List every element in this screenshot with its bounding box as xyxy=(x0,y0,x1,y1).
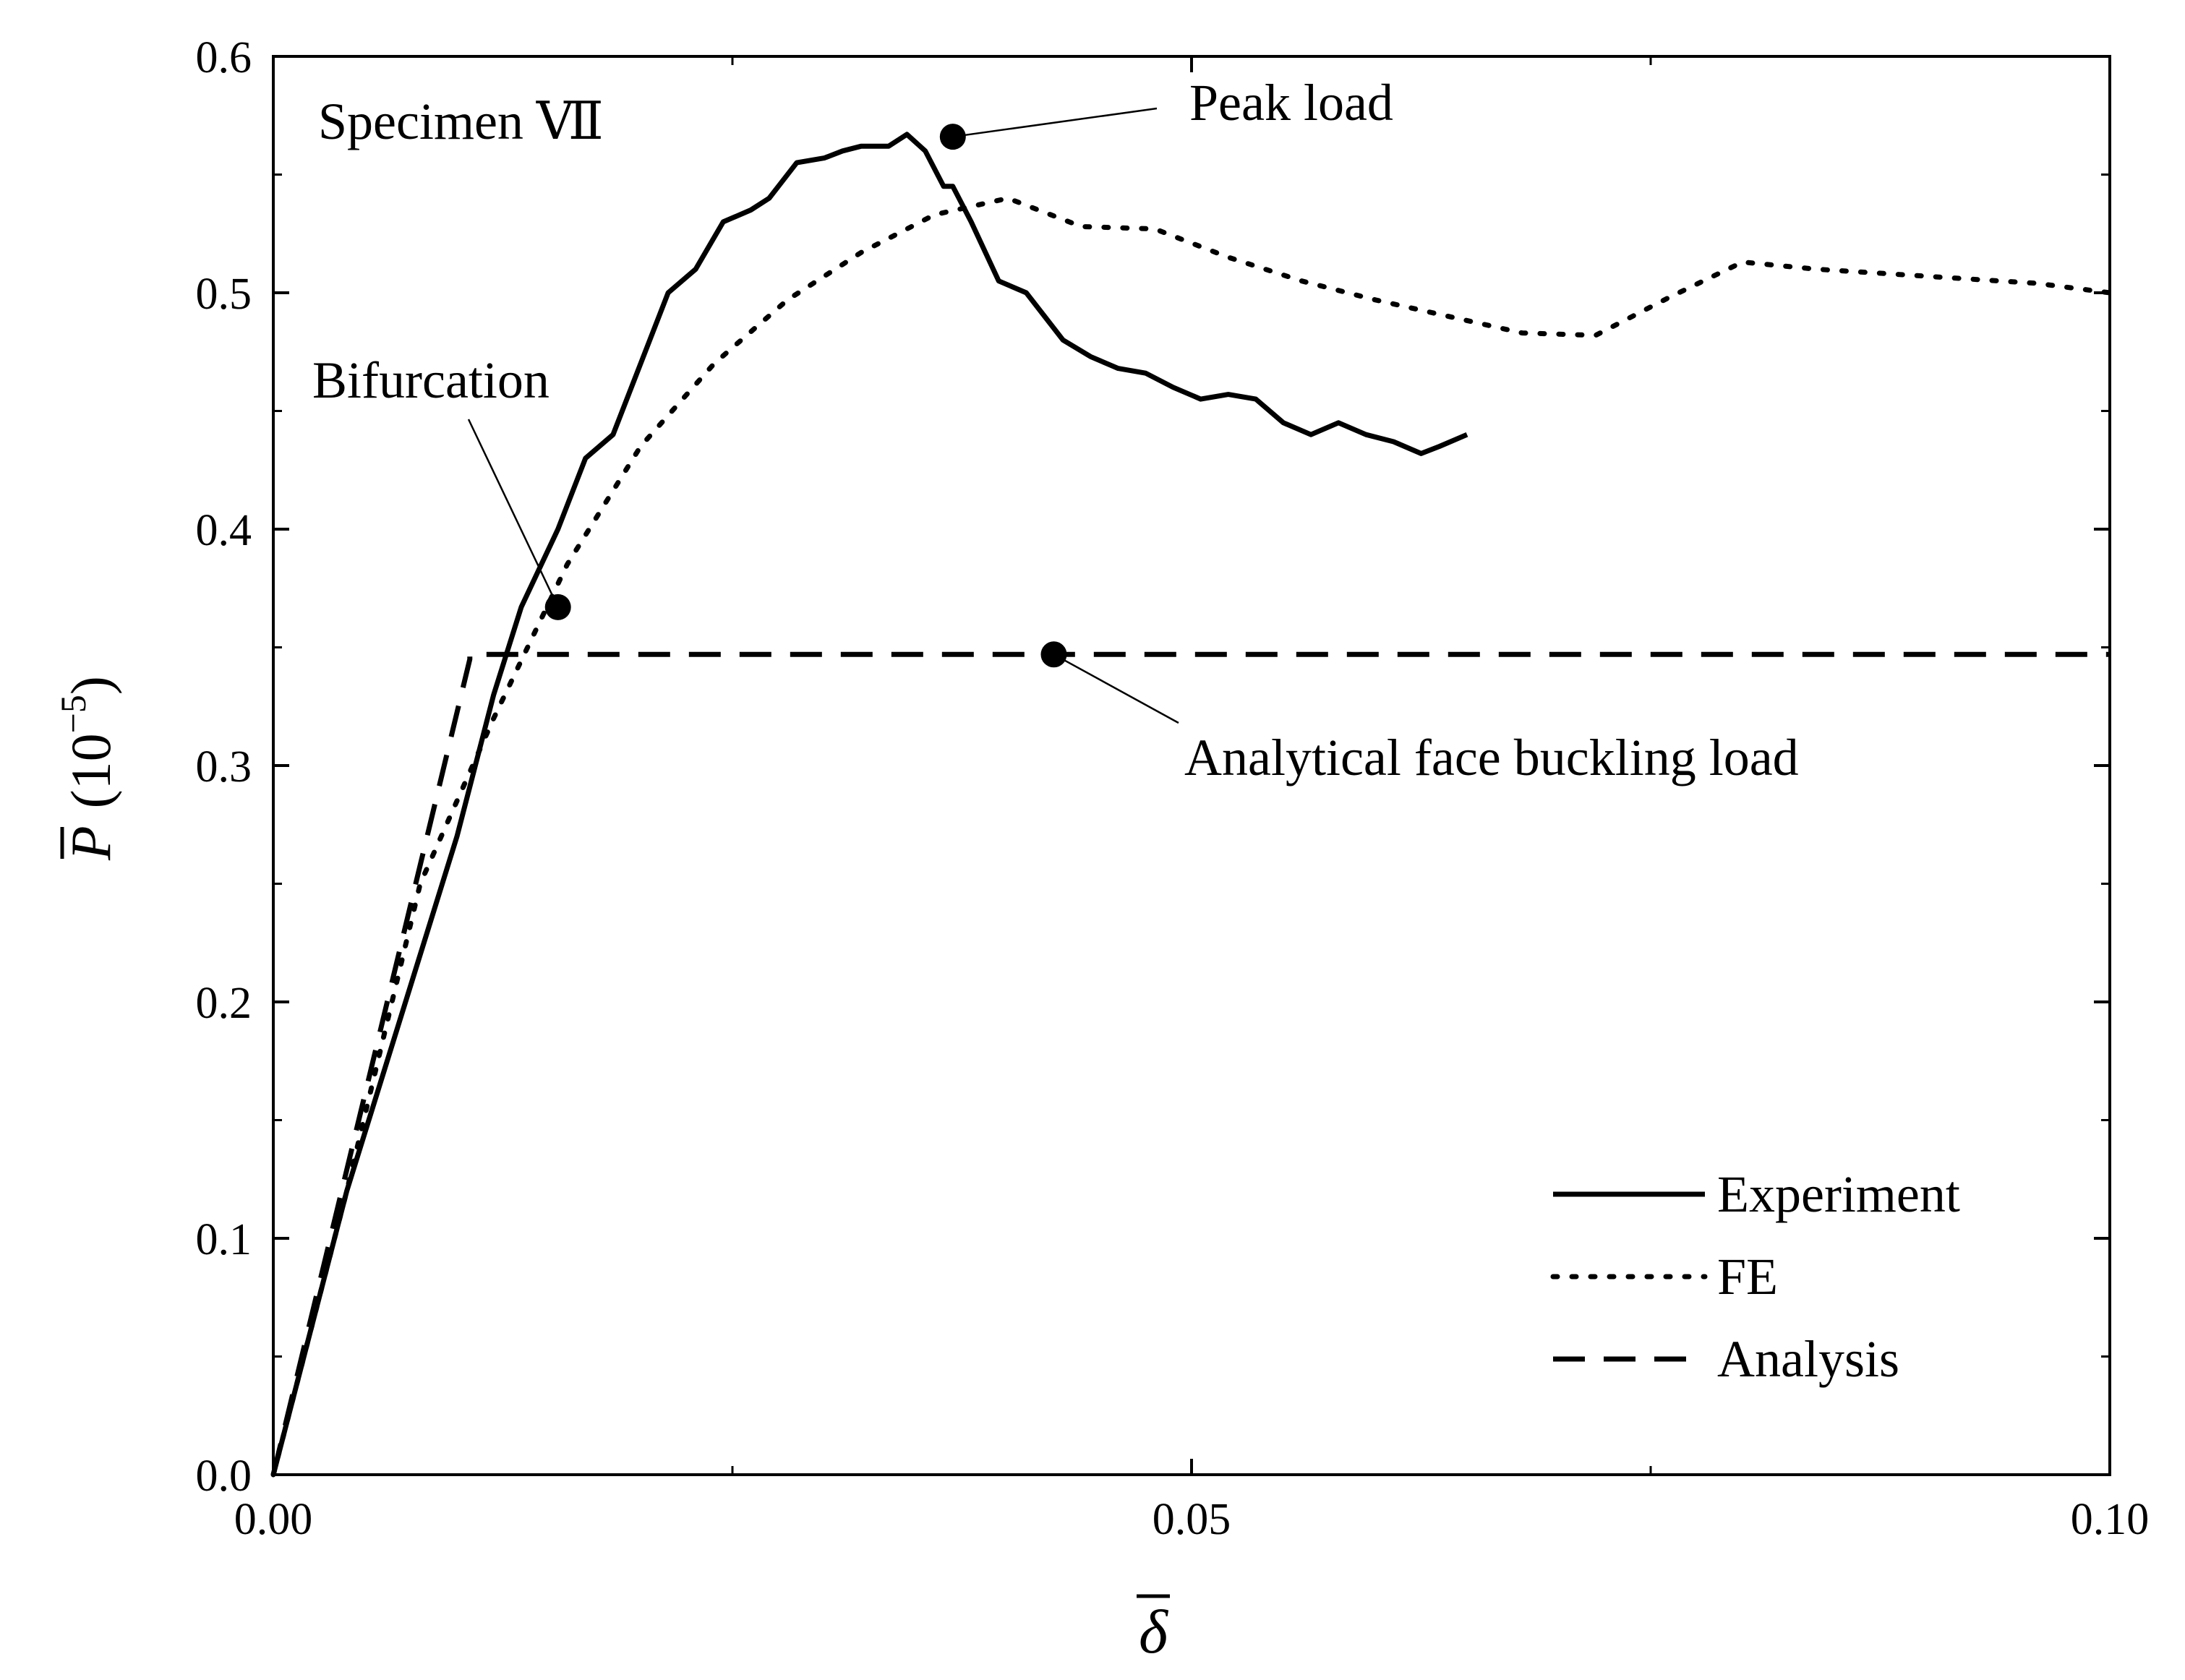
markers-layer xyxy=(467,107,1179,724)
plot-frame xyxy=(272,55,2111,1476)
buckling-load-label: Analytical face buckling load xyxy=(1184,729,1799,787)
specimen-label: Specimen Ⅶ xyxy=(318,93,604,150)
legend-label-analysis: Analysis xyxy=(1717,1330,1899,1388)
legend-label-experiment: Experiment xyxy=(1717,1165,1960,1223)
y-axis-exponent: −5 xyxy=(53,695,93,733)
y-tick-label: 0.4 xyxy=(196,506,252,555)
legend-label-fe: FE xyxy=(1717,1248,1778,1306)
bifurcation-label: Bifurcation xyxy=(312,351,550,409)
y-tick-label: 0.3 xyxy=(196,742,252,792)
legend: Experiment FE Analysis xyxy=(1550,1165,1960,1388)
y-axis-symbol: P xyxy=(59,826,122,861)
marker-point xyxy=(1040,641,1067,668)
series-line-experiment xyxy=(270,132,1468,1475)
x-tick-label: 0.10 xyxy=(2071,1495,2150,1544)
y-axis-title: P (10−5) xyxy=(53,676,122,861)
ticks-layer: 0.00 0.05 0.10 0.0 0.1 0.2 0.3 0.4 0.5 0.6 xyxy=(196,33,2150,1544)
marker-leader-line xyxy=(467,419,559,608)
y-tick-label: 0.2 xyxy=(196,979,252,1028)
y-axis-unit-close: ) xyxy=(59,676,122,695)
y-tick-label: 0.1 xyxy=(196,1215,252,1264)
svg-text:P(10−5): P (10−5) xyxy=(53,676,122,861)
x-tick-label: 0.05 xyxy=(1153,1495,1231,1544)
marker-point xyxy=(544,593,571,620)
x-axis-title: δ xyxy=(1139,1597,1169,1666)
series-line-fe xyxy=(270,195,2113,1478)
marker-point xyxy=(939,124,966,150)
marker-leader-line xyxy=(952,107,1158,138)
series-line-analysis xyxy=(270,651,2110,1475)
y-tick-label: 0.6 xyxy=(196,33,252,82)
y-tick-label: 0.0 xyxy=(196,1452,252,1501)
x-tick-label: 0.00 xyxy=(234,1495,313,1544)
marker-leader-line xyxy=(1053,653,1179,724)
y-tick-label: 0.5 xyxy=(196,270,252,319)
y-axis-unit: (10 xyxy=(59,733,122,808)
series-layer xyxy=(270,132,2113,1478)
peak-load-label: Peak load xyxy=(1189,74,1393,132)
